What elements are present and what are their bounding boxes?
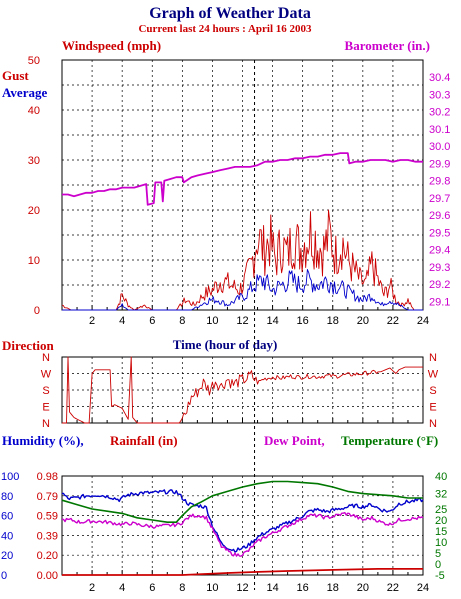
time-tick-label-bottom: 4 [119,582,125,594]
time-axis-label: Time (hour of day) [173,337,278,352]
time-tick-label: 4 [119,315,125,327]
temperature-tick-label: 20 [435,515,447,527]
time-tick-label-bottom: 24 [417,582,429,594]
humidity-plot-border [61,475,424,576]
humidity-label: Humidity (%), [2,433,84,448]
rainfall-series [62,568,423,576]
rainfall-label: Rainfall (in) [110,433,178,448]
rainfall-tick-label: 0.98 [37,471,58,483]
time-tick-label-bottom: 20 [357,582,369,594]
time-tick-label-bottom: 8 [179,582,185,594]
gust-legend-label: Gust [2,68,29,83]
temperature-tick-label: 32 [435,489,447,501]
temperature-tick-label: -5 [435,570,445,582]
temperature-tick-label: 0 [435,559,441,571]
temperature-series [61,480,423,524]
barometer-tick-label: 30.4 [429,72,450,84]
time-tick-label: 2 [89,315,95,327]
temperature-tick-label: 40 [435,471,447,483]
time-tick-label: 22 [387,315,399,327]
time-tick-label: 10 [206,315,218,327]
direction-tick-left: N [42,418,50,430]
barometer-tick-label: 29.6 [429,210,450,222]
chart-title: Graph of Weather Data [149,5,311,22]
barometer-tick-label: 29.3 [429,262,450,274]
temperature-tick-label: 25 [435,504,447,516]
dewpoint-series [61,511,424,557]
rainfall-tick-label: 0.20 [37,550,58,562]
chart-subtitle: Current last 24 hours : April 16 2003 [138,23,312,35]
humidity-tick-label: 20 [1,550,13,562]
temperature-label: Temperature (°F) [341,433,438,448]
direction-tick-left: N [42,352,50,364]
direction-label: Direction [2,338,55,353]
barometer-tick-label: 30.1 [429,124,450,136]
rainfall-tick-label: 0.39 [37,530,58,542]
windspeed-tick-label: 30 [28,155,40,167]
barometer-tick-label: 29.5 [429,227,450,239]
rainfall-tick-label: 0.79 [37,491,58,503]
temperature-tick-label: 5 [435,548,441,560]
time-tick-label-bottom: 14 [266,582,278,594]
barometer-series [62,152,423,206]
humidity-tick-label: 80 [1,491,13,503]
windspeed-tick-label: 40 [28,105,40,117]
direction-tick-right: N [429,352,437,364]
direction-tick-left: S [42,385,49,397]
barometer-tick-label: 29.7 [429,193,450,205]
average-legend-label: Average [2,85,47,100]
windspeed-tick-label: 0 [34,305,40,317]
direction-tick-right: W [428,369,439,381]
time-tick-label-bottom: 10 [206,582,218,594]
direction-tick-right: E [429,402,436,414]
humidity-tick-label: 100 [1,471,19,483]
direction-tick-left: W [41,369,52,381]
time-tick-label-bottom: 12 [236,582,248,594]
windspeed-tick-label: 20 [28,205,40,217]
rainfall-tick-label: 0.59 [37,511,58,523]
time-tick-label-bottom: 18 [327,582,339,594]
direction-tick-left: E [42,402,49,414]
rainfall-tick-label: 0.00 [37,570,58,582]
time-tick-label: 24 [417,315,429,327]
time-tick-label-bottom: 2 [89,582,95,594]
time-tick-label: 12 [236,315,248,327]
barometer-tick-label: 29.4 [429,245,450,257]
time-tick-label: 6 [149,315,155,327]
barometer-tick-label: 30.0 [429,141,450,153]
time-tick-label: 16 [297,315,309,327]
barometer-tick-label: 29.9 [429,158,450,170]
time-tick-label-bottom: 6 [149,582,155,594]
time-tick-label: 20 [357,315,369,327]
barometer-axis-label: Barometer (in.) [345,38,430,53]
time-tick-label-bottom: 16 [297,582,309,594]
time-tick-label: 14 [266,315,278,327]
barometer-tick-label: 29.2 [429,279,450,291]
humidity-tick-label: 40 [1,530,13,542]
direction-tick-right: N [429,418,437,430]
average-series [62,269,423,311]
temperature-tick-label: 10 [435,537,447,549]
dewpoint-label: Dew Point, [264,433,325,448]
windspeed-tick-label: 10 [28,255,40,267]
time-tick-label: 18 [327,315,339,327]
time-tick-label: 8 [179,315,185,327]
barometer-tick-label: 30.2 [429,107,450,119]
direction-series [62,356,423,424]
humidity-tick-label: 0 [1,570,7,582]
barometer-tick-label: 29.8 [429,176,450,188]
temperature-tick-label: 15 [435,526,447,538]
direction-tick-right: S [429,385,436,397]
barometer-tick-label: 29.1 [429,296,450,308]
barometer-tick-label: 30.3 [429,89,450,101]
gust-series [61,209,423,311]
windspeed-axis-label: Windspeed (mph) [62,38,161,53]
humidity-series [61,489,424,553]
windspeed-tick-label: 50 [28,55,40,67]
humidity-tick-label: 60 [1,511,13,523]
time-tick-label-bottom: 22 [387,582,399,594]
